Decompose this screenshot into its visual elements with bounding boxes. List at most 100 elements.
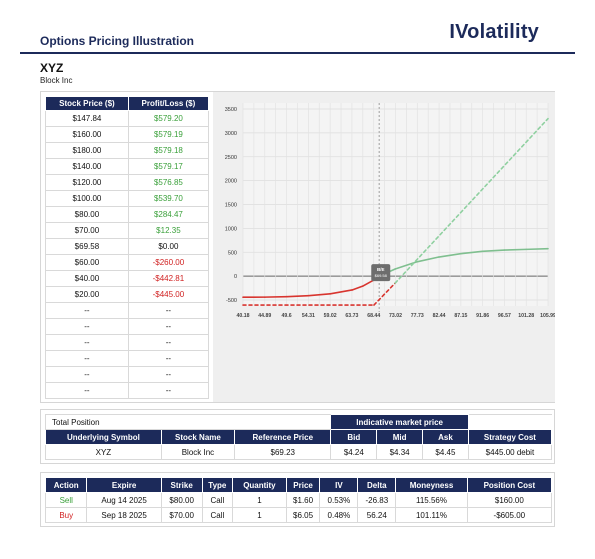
stock-price-cell: $100.00 [45, 190, 129, 207]
table-row: -- -- [45, 318, 210, 335]
profit-loss-cell: $284.47 [127, 206, 210, 223]
stock-price-cell: $160.00 [45, 126, 129, 143]
leg-action: Sell [44, 492, 88, 508]
leg-cell: 0.53% [319, 492, 359, 508]
leg-cell: $70.00 [160, 507, 203, 523]
table-row: -- -- [45, 334, 210, 351]
profit-loss-cell: $579.19 [127, 126, 210, 143]
profit-loss-cell: $576.85 [127, 174, 210, 191]
company-name: Block Inc [40, 76, 73, 85]
breakeven-label: B/E [377, 267, 385, 272]
underlying-symbol-value: XYZ [45, 444, 162, 460]
column-header-stock-name: Stock Name [160, 429, 236, 445]
leg-cell: $160.00 [466, 492, 553, 508]
stock-price-cell: $40.00 [45, 270, 129, 287]
table-row: $160.00 $579.19 [45, 126, 210, 143]
profit-loss-cell: $579.20 [127, 110, 210, 127]
expiry-pl-segment [394, 117, 549, 284]
y-tick-label: 2000 [225, 179, 237, 185]
leg-cell: -26.83 [357, 492, 397, 508]
profit-loss-cell: -- [127, 334, 210, 351]
current-pl-segment [416, 256, 440, 263]
expiry-pl-segment [373, 282, 396, 306]
table-row: -- -- [45, 382, 210, 399]
stock-name-value: Block Inc [160, 444, 236, 460]
x-tick-label: 73.02 [389, 313, 402, 319]
table-row: $147.84 $579.20 [45, 110, 210, 127]
column-header-leg: Quantity [232, 477, 287, 493]
profit-loss-table: Stock Price ($) Profit/Loss ($) $147.84 $… [45, 96, 210, 399]
stock-price-cell: $20.00 [45, 286, 129, 303]
column-header-leg: Expire [86, 477, 162, 493]
current-pl-segment [285, 294, 310, 298]
x-tick-label: 59.02 [324, 313, 337, 319]
table-row: $140.00 $579.17 [45, 158, 210, 175]
column-header-ask: Ask [422, 429, 469, 445]
leg-cell: 56.24 [357, 507, 397, 523]
y-tick-label: -500 [226, 298, 237, 304]
stock-price-cell: $80.00 [45, 206, 129, 223]
legs-panel: Action Expire Strike Type Quantity Price IV Del… [40, 472, 555, 527]
profit-loss-cell: -$442.81 [127, 270, 210, 287]
table-row: -- -- [45, 350, 210, 367]
profit-loss-cell: $539.70 [127, 190, 210, 207]
leg-cell: 101.11% [395, 507, 468, 523]
table-row: $70.00 $12.35 [45, 222, 210, 239]
current-pl-segment [459, 250, 484, 255]
blank-cell [468, 414, 552, 430]
stock-price-cell: $60.00 [45, 254, 129, 271]
x-tick-label: 91.86 [476, 313, 489, 319]
stock-price-cell: $140.00 [45, 158, 129, 175]
payoff-panel: Stock Price ($) Profit/Loss ($) $147.84 $… [40, 91, 555, 403]
column-header-leg: Action [44, 477, 88, 493]
total-position-table: Total Position Indicative market price U… [44, 414, 553, 460]
profit-loss-cell: -- [127, 382, 210, 399]
table-row: $80.00 $284.47 [45, 206, 210, 223]
total-position-label: Total Position [44, 414, 331, 430]
table-row: -- -- [45, 366, 210, 383]
table-row: $69.58 $0.00 [45, 238, 210, 255]
profit-loss-cell: -- [127, 350, 210, 367]
indicative-market-price-header: Indicative market price [330, 414, 469, 430]
x-tick-label: 105.99 [540, 313, 555, 319]
option-legs-table: Action Expire Strike Type Quantity Price IV Del… [44, 477, 553, 523]
column-header-leg: Moneyness [395, 477, 468, 493]
column-header-leg: IV [319, 477, 359, 493]
current-pl-segment [329, 289, 353, 295]
table-row: $20.00 -$445.00 [45, 286, 210, 303]
table-row: $100.00 $539.70 [45, 190, 210, 207]
profit-loss-cell: -$445.00 [127, 286, 210, 303]
profit-loss-cell: -- [127, 302, 210, 319]
breakeven-marker [371, 264, 391, 282]
ticker-symbol: XYZ [40, 61, 64, 75]
stock-price-cell: $70.00 [45, 222, 129, 239]
table-row: $40.00 -$442.81 [45, 270, 210, 287]
column-header-leg: Delta [357, 477, 397, 493]
payoff-chart: 3500 3000 2500 2000 1500 1000 500 0 -500 40.18 44.… [213, 92, 555, 402]
leg-cell: Sep 18 2025 [86, 507, 162, 523]
y-tick-label: 3000 [225, 131, 237, 137]
y-tick-label: 1000 [225, 226, 237, 232]
x-tick-label: 40.18 [237, 313, 250, 319]
leg-cell: 0.48% [319, 507, 359, 523]
column-header-mid: Mid [376, 429, 424, 445]
x-tick-label: 77.73 [411, 313, 424, 319]
x-tick-label: 63.73 [345, 313, 358, 319]
table-row: $60.00 -$260.00 [45, 254, 210, 271]
leg-cell: 1 [232, 492, 287, 508]
column-header-leg: Type [201, 477, 234, 493]
current-pl-segment [307, 292, 332, 297]
total-position-panel: Total Position Indicative market price U… [40, 409, 555, 464]
leg-cell: -$605.00 [466, 507, 553, 523]
x-tick-label: 82.44 [433, 313, 446, 319]
column-header-leg: Position Cost [466, 477, 553, 493]
page-title: Options Pricing Illustration [40, 34, 195, 48]
table-row: $180.00 $579.18 [45, 142, 210, 159]
column-header-underlying-symbol: Underlying Symbol [45, 429, 162, 445]
y-tick-label: 0 [234, 274, 237, 280]
current-pl-segment [481, 249, 506, 253]
current-pl-segment [438, 252, 462, 258]
stock-price-cell: -- [45, 350, 129, 367]
current-pl-segment [525, 247, 549, 251]
leg-cell: 115.56% [395, 492, 468, 508]
